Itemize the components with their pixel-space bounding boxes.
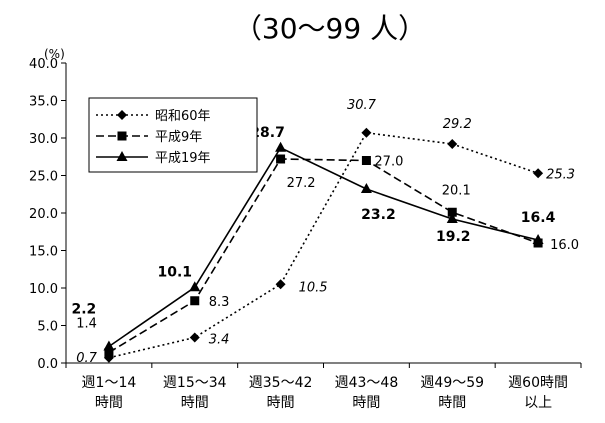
- data-label: 16.0: [550, 238, 579, 253]
- data-label: 27.0: [374, 155, 403, 170]
- data-label: 29.2: [443, 117, 472, 132]
- data-point: [361, 127, 372, 138]
- data-point: [275, 279, 286, 290]
- legend-marker: [117, 110, 127, 120]
- y-tick-label: 40.0: [29, 57, 58, 72]
- x-tick-label: 時間: [267, 395, 295, 411]
- y-unit-label: (%): [44, 47, 65, 61]
- series-group: [103, 127, 544, 363]
- data-label: 20.1: [442, 183, 471, 198]
- data-label: 23.2: [361, 207, 396, 223]
- legend-marker: [117, 131, 127, 141]
- data-label: 1.4: [76, 317, 97, 332]
- data-label: 19.2: [436, 229, 471, 245]
- data-label: 10.1: [157, 264, 192, 280]
- y-tick-label: 35.0: [29, 95, 58, 110]
- y-tick-label: 15.0: [29, 245, 58, 260]
- series-line-1: [108, 158, 539, 354]
- series-line-0: [108, 131, 539, 359]
- legend-marker: [116, 151, 128, 161]
- y-tick-label: 30.0: [29, 132, 58, 147]
- data-point: [103, 340, 115, 351]
- y-tick-label: 25.0: [29, 170, 58, 185]
- data-label: 28.7: [250, 125, 285, 141]
- plot-area: [65, 63, 581, 364]
- y-tick-label: 0.0: [37, 357, 58, 372]
- y-tick-label: 20.0: [29, 207, 58, 222]
- x-tick-label: 週1～14: [82, 375, 137, 391]
- data-point: [275, 141, 287, 152]
- x-tick-label: 時間: [181, 395, 209, 411]
- data-point: [361, 156, 371, 165]
- data-point: [447, 139, 458, 149]
- data-point: [533, 168, 544, 179]
- data-label: 30.7: [347, 98, 377, 113]
- data-point: [190, 296, 200, 306]
- y-tick-label: 5.0: [37, 320, 58, 335]
- y-axis: 0.0 5.0 10.0 15.0 20.0 25.0 30.0 35.0 40.0: [29, 57, 66, 372]
- data-point: [447, 207, 457, 217]
- data-point: [189, 281, 201, 292]
- chart-title: （30～99 人）: [234, 12, 426, 45]
- series-line-2: [108, 146, 539, 348]
- x-tick-label: 以上: [524, 395, 552, 411]
- data-label: 10.5: [299, 280, 328, 295]
- x-tick-label: 週15～34: [163, 375, 227, 391]
- x-axis: 週1～14 時間 週15～34 時間 週35～42 時間 週43～48 時間 週49～59 時間 週…: [65, 363, 582, 411]
- data-label: 25.3: [546, 167, 575, 182]
- x-tick-label: 週35～42: [249, 375, 313, 391]
- data-label: 0.7: [76, 351, 97, 366]
- y-tick-label: 10.0: [29, 282, 58, 297]
- legend-box: [88, 97, 258, 173]
- x-tick-label: 週43～48: [335, 375, 399, 391]
- data-label: 2.2: [72, 302, 97, 318]
- legend-label: 平成9年: [155, 130, 202, 145]
- legend-label: 昭和60年: [155, 109, 211, 124]
- x-tick-label: 時間: [95, 395, 123, 411]
- data-point: [360, 183, 372, 193]
- x-tick-label: 週60時間: [508, 375, 568, 391]
- data-point: [189, 332, 200, 343]
- data-point: [532, 234, 544, 244]
- data-label: 8.3: [209, 295, 230, 310]
- legend-label: 平成19年: [155, 151, 211, 166]
- data-point: [276, 154, 286, 164]
- data-label: 3.4: [209, 333, 230, 348]
- x-tick-label: 時間: [438, 395, 466, 411]
- data-label: 27.2: [287, 176, 316, 191]
- data-point: [446, 213, 458, 223]
- x-tick-label: 週49～59: [420, 375, 484, 391]
- x-tick-label: 時間: [352, 395, 380, 411]
- data-labels: 0.7 3.4 10.5 30.7 29.2 25.3 1.4 8.3 27.2 27.0 20.1…: [72, 98, 580, 366]
- data-label: 16.4: [521, 210, 556, 226]
- data-point: [104, 348, 114, 357]
